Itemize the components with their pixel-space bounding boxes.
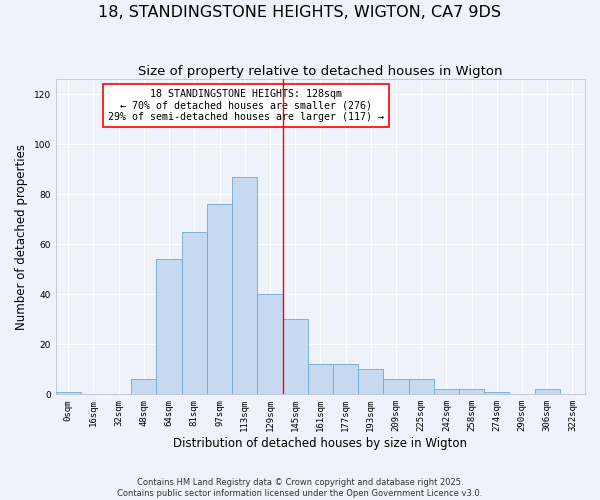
Text: Contains HM Land Registry data © Crown copyright and database right 2025.
Contai: Contains HM Land Registry data © Crown c… [118,478,482,498]
Bar [434,390,459,394]
Bar [232,176,257,394]
Bar [283,320,308,394]
Bar [207,204,232,394]
Bar [358,370,383,394]
Bar [535,390,560,394]
Bar [383,380,409,394]
Bar [333,364,358,394]
Bar [257,294,283,394]
Title: Size of property relative to detached houses in Wigton: Size of property relative to detached ho… [138,65,503,78]
Text: 18, STANDINGSTONE HEIGHTS, WIGTON, CA7 9DS: 18, STANDINGSTONE HEIGHTS, WIGTON, CA7 9… [98,5,502,20]
X-axis label: Distribution of detached houses by size in Wigton: Distribution of detached houses by size … [173,437,467,450]
Bar [409,380,434,394]
Bar [131,380,157,394]
Text: 18 STANDINGSTONE HEIGHTS: 128sqm
← 70% of detached houses are smaller (276)
29% : 18 STANDINGSTONE HEIGHTS: 128sqm ← 70% o… [108,88,384,122]
Bar [459,390,484,394]
Y-axis label: Number of detached properties: Number of detached properties [15,144,28,330]
Bar [484,392,509,394]
Bar [182,232,207,394]
Bar [56,392,81,394]
Bar [308,364,333,394]
Bar [157,260,182,394]
